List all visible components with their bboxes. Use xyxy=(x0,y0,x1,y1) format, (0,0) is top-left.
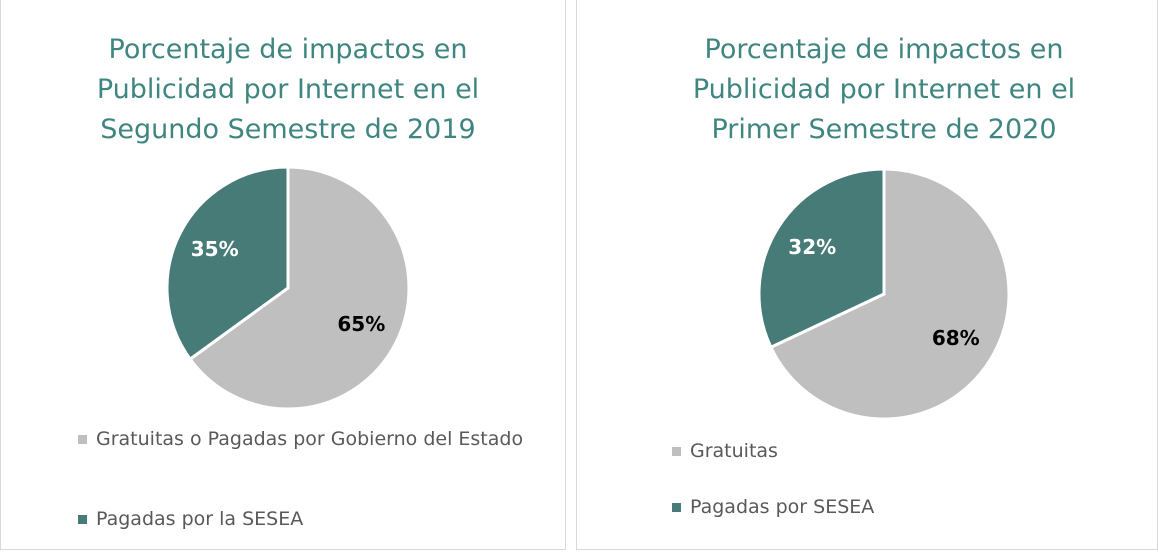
legend-entry: Pagadas por la SESEA xyxy=(78,505,566,534)
legend-label: Gratuitas o Pagadas por Gobierno del Est… xyxy=(96,428,524,450)
legend-label: Pagadas por SESEA xyxy=(690,496,875,518)
legend-label: Pagadas por la SESEA xyxy=(96,508,304,530)
pie-slice xyxy=(165,165,290,362)
chart-panel xyxy=(0,0,566,550)
pie-slice xyxy=(188,165,411,411)
chart-title: Porcentaje de impactos en Publicidad por… xyxy=(692,34,1076,145)
legend-swatch xyxy=(78,515,87,524)
data-label: 68% xyxy=(932,326,980,350)
pie-slice xyxy=(757,167,886,350)
legend-entry: Gratuitas o Pagadas por Gobierno del Est… xyxy=(78,425,566,454)
legend-entry: Gratuitas xyxy=(672,437,1158,466)
data-label: 65% xyxy=(337,312,385,336)
data-label: 35% xyxy=(191,237,239,261)
legend-swatch xyxy=(78,435,87,444)
legend-swatch xyxy=(672,447,681,456)
legend-swatch xyxy=(672,503,681,512)
legend-entry: Pagadas por SESEA xyxy=(672,493,1158,522)
legend-label: Gratuitas xyxy=(690,440,778,462)
data-label: 32% xyxy=(788,235,836,259)
chart-title: Porcentaje de impactos en Publicidad por… xyxy=(96,34,480,145)
pie-slice xyxy=(768,167,1011,421)
